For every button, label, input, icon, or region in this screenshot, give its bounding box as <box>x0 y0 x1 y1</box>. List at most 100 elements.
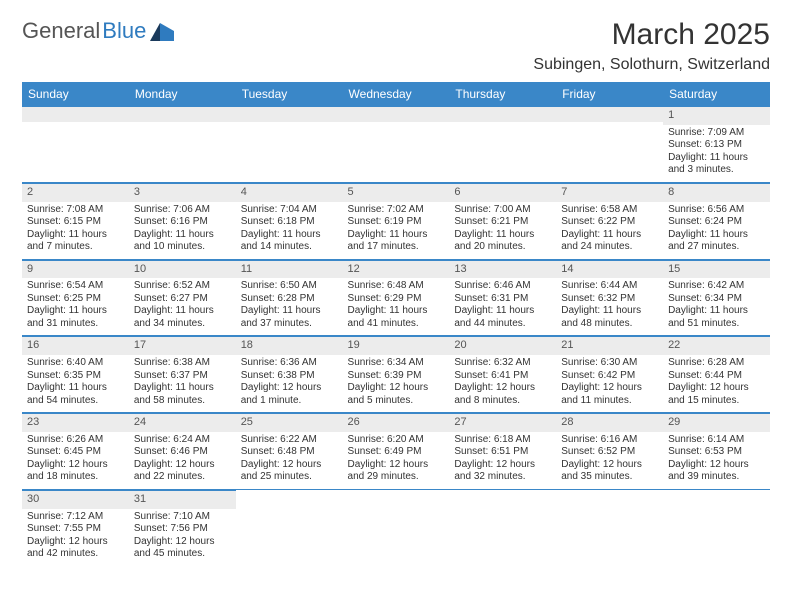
sunset-text: Sunset: 6:19 PM <box>348 216 445 229</box>
day-number: 28 <box>556 413 663 432</box>
sunset-text: Sunset: 6:18 PM <box>241 216 338 229</box>
empty-cell <box>22 106 129 122</box>
daylight-text: Daylight: 11 hours and 10 minutes. <box>134 229 231 254</box>
calendar-cell <box>236 489 343 565</box>
day-body: Sunrise: 6:46 AMSunset: 6:31 PMDaylight:… <box>449 278 556 335</box>
sunset-text: Sunset: 6:53 PM <box>668 446 765 459</box>
daylight-text: Daylight: 11 hours and 48 minutes. <box>561 305 658 330</box>
sunset-text: Sunset: 6:41 PM <box>454 370 551 383</box>
calendar-cell: 25Sunrise: 6:22 AMSunset: 6:48 PMDayligh… <box>236 413 343 490</box>
sunset-text: Sunset: 6:27 PM <box>134 293 231 306</box>
sunset-text: Sunset: 6:37 PM <box>134 370 231 383</box>
day-number: 3 <box>129 183 236 202</box>
daylight-text: Daylight: 12 hours and 22 minutes. <box>134 459 231 484</box>
sunrise-text: Sunrise: 7:10 AM <box>134 511 231 524</box>
calendar-cell <box>343 489 450 565</box>
page-subtitle: Subingen, Solothurn, Switzerland <box>533 56 770 74</box>
logo: GeneralBlue <box>22 18 178 44</box>
day-number: 13 <box>449 260 556 279</box>
day-body: Sunrise: 6:26 AMSunset: 6:45 PMDaylight:… <box>22 432 129 489</box>
day-number: 23 <box>22 413 129 432</box>
calendar-cell: 4Sunrise: 7:04 AMSunset: 6:18 PMDaylight… <box>236 182 343 259</box>
day-body: Sunrise: 7:04 AMSunset: 6:18 PMDaylight:… <box>236 202 343 259</box>
day-body: Sunrise: 6:36 AMSunset: 6:38 PMDaylight:… <box>236 355 343 412</box>
sunrise-text: Sunrise: 6:48 AM <box>348 280 445 293</box>
title-block: March 2025 Subingen, Solothurn, Switzerl… <box>533 18 770 74</box>
sunrise-text: Sunrise: 7:06 AM <box>134 204 231 217</box>
sunrise-text: Sunrise: 7:02 AM <box>348 204 445 217</box>
sunset-text: Sunset: 6:46 PM <box>134 446 231 459</box>
page-title: March 2025 <box>533 18 770 52</box>
daylight-text: Daylight: 11 hours and 31 minutes. <box>27 305 124 330</box>
day-number: 7 <box>556 183 663 202</box>
day-body: Sunrise: 7:08 AMSunset: 6:15 PMDaylight:… <box>22 202 129 259</box>
weekday-header: Sunday <box>22 82 129 106</box>
day-body: Sunrise: 6:24 AMSunset: 6:46 PMDaylight:… <box>129 432 236 489</box>
day-number: 8 <box>663 183 770 202</box>
day-body: Sunrise: 6:56 AMSunset: 6:24 PMDaylight:… <box>663 202 770 259</box>
day-body: Sunrise: 7:06 AMSunset: 6:16 PMDaylight:… <box>129 202 236 259</box>
calendar-cell: 29Sunrise: 6:14 AMSunset: 6:53 PMDayligh… <box>663 413 770 490</box>
calendar-cell: 26Sunrise: 6:20 AMSunset: 6:49 PMDayligh… <box>343 413 450 490</box>
sunrise-text: Sunrise: 6:40 AM <box>27 357 124 370</box>
sunrise-text: Sunrise: 6:34 AM <box>348 357 445 370</box>
calendar-cell <box>343 106 450 182</box>
calendar-week: 2Sunrise: 7:08 AMSunset: 6:15 PMDaylight… <box>22 182 770 259</box>
empty-cell <box>129 106 236 122</box>
daylight-text: Daylight: 11 hours and 54 minutes. <box>27 382 124 407</box>
weekday-header: Thursday <box>449 82 556 106</box>
calendar-cell: 8Sunrise: 6:56 AMSunset: 6:24 PMDaylight… <box>663 182 770 259</box>
sunrise-text: Sunrise: 6:52 AM <box>134 280 231 293</box>
sunset-text: Sunset: 7:55 PM <box>27 523 124 536</box>
day-number: 30 <box>22 490 129 509</box>
day-number: 9 <box>22 260 129 279</box>
day-number: 31 <box>129 490 236 509</box>
calendar-cell: 23Sunrise: 6:26 AMSunset: 6:45 PMDayligh… <box>22 413 129 490</box>
day-body: Sunrise: 6:52 AMSunset: 6:27 PMDaylight:… <box>129 278 236 335</box>
day-body: Sunrise: 6:28 AMSunset: 6:44 PMDaylight:… <box>663 355 770 412</box>
calendar-cell: 18Sunrise: 6:36 AMSunset: 6:38 PMDayligh… <box>236 336 343 413</box>
daylight-text: Daylight: 12 hours and 8 minutes. <box>454 382 551 407</box>
sunrise-text: Sunrise: 7:04 AM <box>241 204 338 217</box>
daylight-text: Daylight: 11 hours and 37 minutes. <box>241 305 338 330</box>
daylight-text: Daylight: 11 hours and 14 minutes. <box>241 229 338 254</box>
logo-text-2: Blue <box>102 18 146 44</box>
day-number: 4 <box>236 183 343 202</box>
calendar-cell: 31Sunrise: 7:10 AMSunset: 7:56 PMDayligh… <box>129 489 236 565</box>
day-body: Sunrise: 6:40 AMSunset: 6:35 PMDaylight:… <box>22 355 129 412</box>
day-body: Sunrise: 6:42 AMSunset: 6:34 PMDaylight:… <box>663 278 770 335</box>
calendar-cell: 30Sunrise: 7:12 AMSunset: 7:55 PMDayligh… <box>22 489 129 565</box>
empty-cell <box>449 106 556 122</box>
sunrise-text: Sunrise: 6:38 AM <box>134 357 231 370</box>
calendar-cell: 2Sunrise: 7:08 AMSunset: 6:15 PMDaylight… <box>22 182 129 259</box>
calendar-cell <box>129 106 236 182</box>
daylight-text: Daylight: 11 hours and 41 minutes. <box>348 305 445 330</box>
calendar-cell: 12Sunrise: 6:48 AMSunset: 6:29 PMDayligh… <box>343 259 450 336</box>
daylight-text: Daylight: 11 hours and 7 minutes. <box>27 229 124 254</box>
day-body: Sunrise: 6:38 AMSunset: 6:37 PMDaylight:… <box>129 355 236 412</box>
sunrise-text: Sunrise: 6:20 AM <box>348 434 445 447</box>
calendar-week: 30Sunrise: 7:12 AMSunset: 7:55 PMDayligh… <box>22 489 770 565</box>
day-body: Sunrise: 6:44 AMSunset: 6:32 PMDaylight:… <box>556 278 663 335</box>
sunset-text: Sunset: 6:39 PM <box>348 370 445 383</box>
day-body: Sunrise: 6:50 AMSunset: 6:28 PMDaylight:… <box>236 278 343 335</box>
sunrise-text: Sunrise: 6:58 AM <box>561 204 658 217</box>
day-number: 14 <box>556 260 663 279</box>
daylight-text: Daylight: 12 hours and 29 minutes. <box>348 459 445 484</box>
day-number: 24 <box>129 413 236 432</box>
day-body: Sunrise: 6:48 AMSunset: 6:29 PMDaylight:… <box>343 278 450 335</box>
sunset-text: Sunset: 6:31 PM <box>454 293 551 306</box>
sunrise-text: Sunrise: 6:26 AM <box>27 434 124 447</box>
weekday-header: Wednesday <box>343 82 450 106</box>
sunrise-text: Sunrise: 6:46 AM <box>454 280 551 293</box>
daylight-text: Daylight: 11 hours and 17 minutes. <box>348 229 445 254</box>
calendar-week: 23Sunrise: 6:26 AMSunset: 6:45 PMDayligh… <box>22 413 770 490</box>
empty-cell <box>236 106 343 122</box>
day-body: Sunrise: 6:14 AMSunset: 6:53 PMDaylight:… <box>663 432 770 489</box>
sunrise-text: Sunrise: 6:14 AM <box>668 434 765 447</box>
daylight-text: Daylight: 11 hours and 27 minutes. <box>668 229 765 254</box>
sunrise-text: Sunrise: 7:12 AM <box>27 511 124 524</box>
day-body: Sunrise: 7:10 AMSunset: 7:56 PMDaylight:… <box>129 509 236 566</box>
day-body: Sunrise: 6:32 AMSunset: 6:41 PMDaylight:… <box>449 355 556 412</box>
sunrise-text: Sunrise: 6:44 AM <box>561 280 658 293</box>
